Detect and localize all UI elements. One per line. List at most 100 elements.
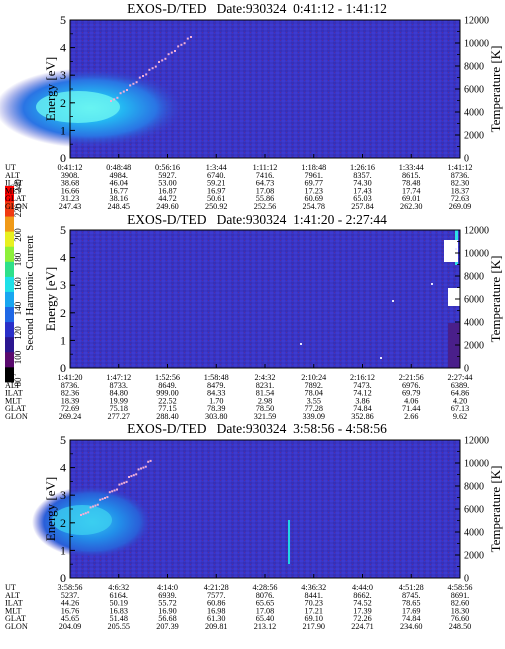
- scatter-dot: [300, 343, 302, 345]
- orbit-cell: 19.99: [110, 396, 128, 405]
- scatter-dot: [140, 467, 142, 470]
- orbit-cell: 269.24: [59, 412, 82, 421]
- orbit-cell: 4:6:32: [108, 583, 129, 592]
- scatter-dot: [142, 75, 144, 77]
- scatter-dot: [110, 100, 112, 102]
- scatter-dot: [119, 92, 122, 95]
- scatter-dot: [144, 465, 147, 468]
- orbit-cell: 6939.: [158, 591, 176, 600]
- temperature-tick-label: 12000: [464, 226, 489, 237]
- orbit-cell: 4:51:28: [399, 583, 424, 592]
- scatter-dot: [94, 504, 97, 507]
- orbit-cell: 1:41:20: [57, 373, 82, 382]
- orbit-cell: 303.80: [205, 412, 228, 421]
- orbit-cell: 2:10:24: [301, 373, 326, 382]
- orbit-cell: 4:44:0: [352, 583, 373, 592]
- panel-2-spectrogram-background: [70, 230, 460, 368]
- orbit-cell: 250.92: [205, 202, 228, 211]
- orbit-cell: 248.50: [449, 622, 472, 631]
- orbit-cell: 51.48: [110, 614, 128, 623]
- orbit-cell: 84.80: [110, 389, 128, 398]
- scatter-dot: [113, 98, 116, 101]
- orbit-cell: 8736.: [61, 381, 79, 390]
- scatter-dot: [129, 84, 132, 87]
- orbit-cell: 76.60: [451, 614, 469, 623]
- scatter-dot: [128, 476, 130, 478]
- orbit-cell: 82.60: [451, 599, 469, 608]
- orbit-cell: 65.40: [256, 614, 274, 623]
- orbit-cell: 16.77: [110, 186, 128, 195]
- orbit-row-label: GLON: [5, 622, 28, 631]
- scatter-dot: [158, 61, 160, 63]
- scatter-dot: [151, 67, 154, 70]
- colorbar-tick-label: 140: [13, 301, 23, 315]
- orbit-cell: 50.19: [110, 599, 128, 608]
- energy-tick-label: 5: [60, 223, 66, 237]
- scatter-dot: [431, 283, 433, 285]
- orbit-cell: 0:41:12: [57, 163, 82, 172]
- orbit-cell: 2:4:32: [255, 373, 276, 382]
- panel-2-white-gap-1: [444, 240, 458, 262]
- energy-tick-label: 1: [60, 123, 66, 137]
- orbit-row-label: ALT: [5, 381, 20, 390]
- scatter-dot: [167, 53, 170, 56]
- temperature-tick-label: 6000: [464, 85, 484, 96]
- orbit-cell: 64.86: [451, 389, 469, 398]
- colorbar-block-11: [5, 201, 14, 217]
- panel-3-ion-flux-core: [52, 505, 112, 535]
- orbit-cell: 18.39: [61, 396, 79, 405]
- temperature-tick-label: 0: [464, 154, 469, 165]
- panel-1: EXOS-D/TED Date:930324 0:41:12 - 1:41:12…: [0, 1, 503, 211]
- orbit-row-label: MLT: [5, 606, 22, 615]
- scatter-dot: [174, 50, 176, 52]
- colorbar-tick-label: 240: [13, 179, 23, 193]
- orbit-cell: 17.23: [305, 186, 323, 195]
- orbit-cell: 1:33:44: [399, 163, 424, 172]
- energy-tick-label: 4: [60, 41, 66, 55]
- orbit-cell: 78.50: [256, 404, 274, 413]
- orbit-cell: 209.81: [205, 622, 228, 631]
- orbit-cell: 339.09: [302, 412, 325, 421]
- orbit-cell: 78.39: [207, 404, 225, 413]
- temperature-tick-label: 4000: [464, 108, 484, 119]
- orbit-cell: 213.12: [254, 622, 277, 631]
- orbit-cell: 1:52:56: [155, 373, 180, 382]
- orbit-cell: 8691.: [451, 591, 469, 600]
- orbit-row-label: GLAT: [5, 614, 26, 623]
- temperature-tick-label: 6000: [464, 505, 484, 516]
- temperature-tick-label: 0: [464, 574, 469, 585]
- scatter-dot: [116, 96, 119, 99]
- orbit-cell: 77.28: [305, 404, 323, 413]
- orbit-row-label: MLT: [5, 396, 22, 405]
- temperature-tick-label: 8000: [464, 272, 484, 283]
- orbit-row-label: ILAT: [5, 389, 23, 398]
- orbit-cell: 2.98: [258, 396, 272, 405]
- orbit-cell: 53.00: [158, 179, 176, 188]
- orbit-cell: 59.21: [207, 179, 225, 188]
- orbit-cell: 16.98: [207, 606, 225, 615]
- colorbar-label: Second Harmonic Current: [24, 235, 36, 350]
- orbit-cell: 2:27:44: [447, 373, 472, 382]
- energy-tick-label: 1: [60, 543, 66, 557]
- panel-3-y2label: Temperature [K]: [488, 466, 503, 553]
- temperature-tick-label: 8000: [464, 62, 484, 73]
- orbit-cell: 82.36: [61, 389, 79, 398]
- orbit-cell: 1:26:16: [350, 163, 375, 172]
- orbit-cell: 1:41:12: [447, 163, 472, 172]
- orbit-cell: 8649.: [158, 381, 176, 390]
- orbit-cell: 8357.: [353, 171, 371, 180]
- panel-2: EXOS-D/TED Date:930324 1:41:20 - 2:27:44…: [5, 212, 503, 421]
- orbit-cell: 38.68: [61, 179, 79, 188]
- orbit-cell: 1:3:44: [206, 163, 227, 172]
- scatter-dot: [80, 514, 82, 516]
- orbit-cell: 77.15: [158, 404, 176, 413]
- panel-3-orbit-table: UT 3:58:56 4:6:32 4:14:0 4:21:28 4:28:56 4:36:…: [5, 583, 473, 631]
- orbit-cell: 257.84: [351, 202, 374, 211]
- orbit-cell: 74.84: [402, 614, 420, 623]
- orbit-cell: 7961.: [305, 171, 323, 180]
- orbit-cell: 254.78: [302, 202, 325, 211]
- scatter-dot: [108, 491, 111, 494]
- scatter-dot: [138, 76, 141, 79]
- scatter-dot: [161, 59, 164, 62]
- energy-tick-label: 0: [60, 361, 66, 375]
